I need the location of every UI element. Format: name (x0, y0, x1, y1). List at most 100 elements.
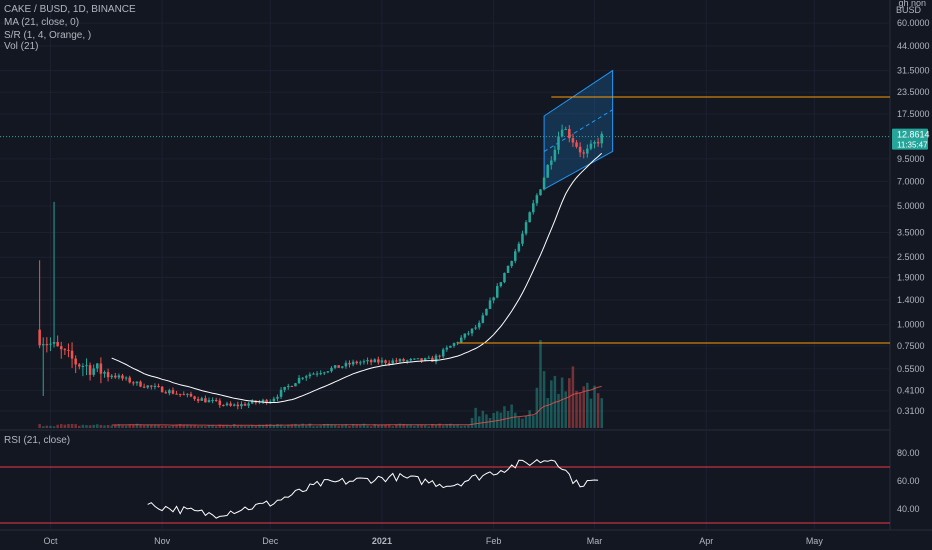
volume-bar (423, 425, 427, 428)
volume-bar (337, 425, 340, 428)
volume-bar (225, 425, 229, 428)
candle-body (45, 344, 49, 346)
sr-indicator-label[interactable]: S/R (1, 4, Orange, ) (4, 30, 92, 41)
volume-bar (402, 424, 405, 428)
price-axis-label: 2.5000 (897, 252, 925, 262)
volume-bar (189, 425, 193, 428)
volume-bar (431, 423, 434, 428)
candle-body (546, 164, 549, 178)
volume-bar (38, 424, 41, 428)
price-axis-label: 1.4000 (897, 295, 925, 305)
candle-body (247, 403, 250, 406)
candle-body (362, 361, 366, 363)
candle-body (369, 360, 373, 363)
volume-bar (323, 423, 326, 428)
volume-bar (236, 425, 240, 428)
candle-body (333, 365, 337, 368)
volume-bar (250, 425, 254, 428)
volume-bar (492, 413, 495, 428)
volume-bar (395, 424, 398, 428)
volume-bar (121, 425, 124, 428)
candle-body (38, 329, 41, 346)
volume-bar (211, 425, 214, 428)
candle-body (225, 403, 229, 406)
moving-average-series (111, 152, 603, 404)
volume-bar (254, 425, 258, 428)
candle-body (568, 128, 571, 139)
candle-body (593, 142, 596, 144)
volume-bar (301, 423, 304, 428)
volume-bar (207, 425, 211, 428)
volume-bar (441, 425, 445, 428)
price-axis-label: 9.5000 (897, 154, 925, 164)
volume-bar (596, 393, 600, 428)
candle-body (63, 349, 67, 351)
candle-body (557, 136, 560, 150)
candle-body (481, 315, 485, 323)
candle-body (164, 392, 168, 394)
candle-body (441, 349, 445, 357)
volume-bar (420, 424, 423, 428)
candle-body (398, 359, 402, 362)
candle-body (586, 148, 589, 154)
candle-body (423, 358, 427, 361)
candle-body (582, 152, 585, 154)
volume-bar (261, 424, 265, 428)
volume-bar (333, 424, 337, 428)
ma-indicator-label[interactable]: MA (21, close, 0) (4, 17, 80, 28)
candle-body (560, 129, 564, 137)
candle-body (571, 138, 575, 143)
rsi-line (147, 459, 599, 519)
volume-bar (146, 424, 149, 428)
candle-body (308, 374, 312, 377)
candle-body (366, 360, 369, 362)
volume-bar (485, 414, 488, 428)
volume-bar (535, 387, 539, 428)
candle-body (106, 372, 110, 378)
volume-bar (160, 425, 164, 428)
rsi-axis-label: 80.00 (897, 448, 920, 458)
volume-bar (506, 411, 510, 428)
candle-body (373, 359, 376, 363)
channel-area (543, 69, 614, 191)
candle-body (78, 364, 81, 367)
candle-body (517, 243, 521, 252)
rsi-indicator-label[interactable]: RSI (21, close) (4, 435, 71, 446)
parallel-channel[interactable] (543, 69, 614, 191)
volume-bar (355, 424, 358, 428)
volume-indicator-label[interactable]: Vol (21) (4, 41, 39, 52)
candle-body (467, 333, 470, 335)
candle-body (524, 222, 528, 234)
time-axis[interactable]: Oct Nov Dec 2021 Feb Mar Apr May (43, 536, 823, 546)
symbol-title[interactable]: CAKE / BUSD, 1D, BINANCE (4, 4, 136, 15)
volume-bar (474, 407, 477, 428)
volume-bar (265, 424, 268, 428)
volume-bar (222, 425, 225, 428)
candle-body (99, 363, 103, 374)
volume-bar (59, 424, 63, 428)
time-axis-label: Feb (486, 536, 502, 546)
candle-body (416, 358, 420, 360)
price-axis-label: 0.3100 (897, 406, 925, 416)
candle-body (600, 133, 604, 144)
volume-bar (319, 425, 322, 428)
candle-body (229, 403, 232, 406)
price-axis-label: 17.5000 (897, 109, 930, 119)
volume-bar (103, 425, 106, 428)
volume-bar (110, 425, 113, 428)
candle-body (88, 365, 92, 375)
volume-bar (459, 425, 463, 428)
volume-bar (297, 424, 301, 428)
volume-bar (427, 426, 431, 428)
price-axis-unit-cut: gh non (898, 0, 926, 8)
volume-bar (70, 423, 74, 428)
volume-bar (557, 393, 560, 428)
volume-bar (312, 426, 315, 428)
candle-body (420, 358, 423, 361)
candlestick-series (38, 124, 604, 410)
candle-body (121, 375, 124, 379)
volume-bar (204, 426, 207, 428)
